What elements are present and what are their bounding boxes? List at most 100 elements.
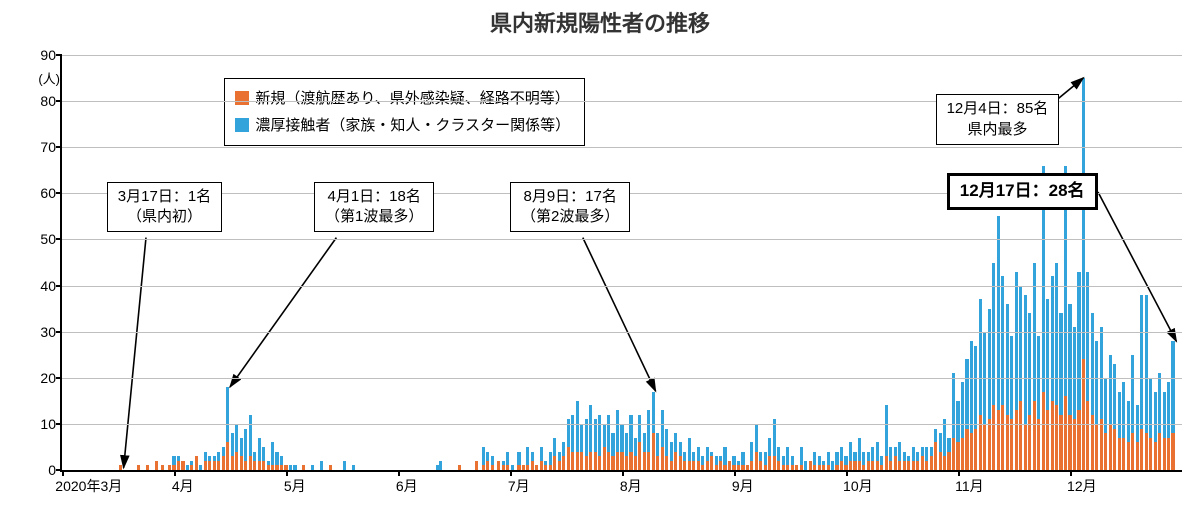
bar-segment-contacts [656, 433, 659, 456]
x-tick-label: 5月 [284, 476, 306, 496]
bar-segment-new [217, 461, 220, 470]
bar [540, 447, 543, 470]
bar-segment-new [1082, 359, 1085, 470]
bar-segment-new [997, 410, 1000, 470]
bar [943, 419, 946, 470]
bar-segment-contacts [293, 465, 296, 470]
bar-segment-new [818, 465, 821, 470]
bar-segment-contacts [231, 433, 234, 456]
bar-segment-contacts [688, 438, 691, 461]
bar-segment-contacts [576, 401, 579, 452]
bar-segment-contacts [903, 452, 906, 461]
bar-segment-new [813, 465, 816, 470]
bar-segment-contacts [258, 438, 261, 461]
bar [701, 456, 704, 470]
bar [553, 438, 556, 470]
bar-segment-contacts [719, 456, 722, 461]
x-tick-label: 7月 [508, 476, 530, 496]
bar-segment-new [728, 461, 731, 470]
bar [782, 456, 785, 470]
bar [482, 447, 485, 470]
bar-segment-new [222, 456, 225, 470]
legend-swatch [235, 91, 249, 105]
bar [199, 465, 202, 470]
bar [809, 461, 812, 470]
bar [656, 433, 659, 470]
bar [1073, 327, 1076, 470]
bar-segment-contacts [764, 452, 767, 466]
x-tick-label: 6月 [396, 476, 418, 496]
bar-segment-new [746, 465, 749, 470]
bar-segment-contacts [1131, 355, 1134, 433]
bar [567, 419, 570, 470]
bar [235, 424, 238, 470]
bar [871, 447, 874, 470]
bar [576, 401, 579, 470]
bar-segment-contacts [271, 442, 274, 465]
bar-segment-contacts [831, 461, 834, 470]
bar-segment-contacts [571, 415, 574, 452]
bar-segment-new [943, 456, 946, 470]
bar-segment-contacts [710, 452, 713, 457]
bar [231, 433, 234, 470]
bar [1140, 295, 1143, 470]
bar-segment-new [535, 465, 538, 470]
bar-segment-contacts [1046, 299, 1049, 410]
bar-segment-contacts [204, 452, 207, 461]
bar-segment-new [486, 461, 489, 470]
bar-segment-new [1033, 401, 1036, 470]
bar-segment-new [544, 465, 547, 470]
bar-segment-contacts [589, 405, 592, 451]
bar [1118, 392, 1121, 470]
bar [558, 452, 561, 470]
bar [549, 452, 552, 470]
bar [979, 299, 982, 470]
bar-segment-new [526, 465, 529, 470]
bar-segment-contacts [544, 461, 547, 466]
legend-swatch [235, 118, 249, 132]
bar-segment-contacts [791, 456, 794, 465]
bar [800, 447, 803, 470]
bar [746, 465, 749, 470]
bar-segment-contacts [925, 447, 928, 461]
bar [665, 429, 668, 471]
bar-segment-contacts [1167, 382, 1170, 437]
bar-segment-new [782, 465, 785, 470]
bar [594, 419, 597, 470]
bar-segment-new [715, 465, 718, 470]
bar [853, 452, 856, 470]
bar-segment-new [549, 465, 552, 470]
bar-segment-contacts [674, 433, 677, 451]
bar-segment-new [697, 461, 700, 470]
bar-segment-contacts [1095, 341, 1098, 424]
bar [697, 447, 700, 470]
bar-segment-contacts [988, 309, 991, 420]
y-tick-label: 30 [40, 324, 56, 340]
gridline [62, 378, 1182, 379]
bar-segment-new [947, 452, 950, 470]
bar-segment-contacts [979, 299, 982, 414]
bar-segment-new [611, 456, 614, 470]
bar-segment-contacts [540, 447, 543, 461]
bar-segment-new [594, 452, 597, 470]
bar-segment-new [517, 465, 520, 470]
bar-segment-contacts [679, 442, 682, 456]
bar [302, 465, 305, 470]
bar-segment-new [795, 465, 798, 470]
bar-segment-new [491, 465, 494, 470]
bar [244, 429, 247, 471]
bar-segment-contacts [502, 461, 505, 466]
bar-segment-contacts [701, 456, 704, 465]
bar [603, 424, 606, 470]
bar-segment-new [862, 465, 865, 470]
bar-segment-new [692, 461, 695, 470]
bar-segment-new [620, 452, 623, 470]
y-tick-label: 50 [40, 231, 56, 247]
gridline [62, 55, 1182, 56]
bar-segment-new [585, 456, 588, 470]
bar-segment-contacts [217, 452, 220, 461]
bar-segment-new [598, 456, 601, 470]
bar-segment-contacts [844, 456, 847, 465]
bar-segment-new [930, 456, 933, 470]
bar-segment-contacts [665, 429, 668, 457]
